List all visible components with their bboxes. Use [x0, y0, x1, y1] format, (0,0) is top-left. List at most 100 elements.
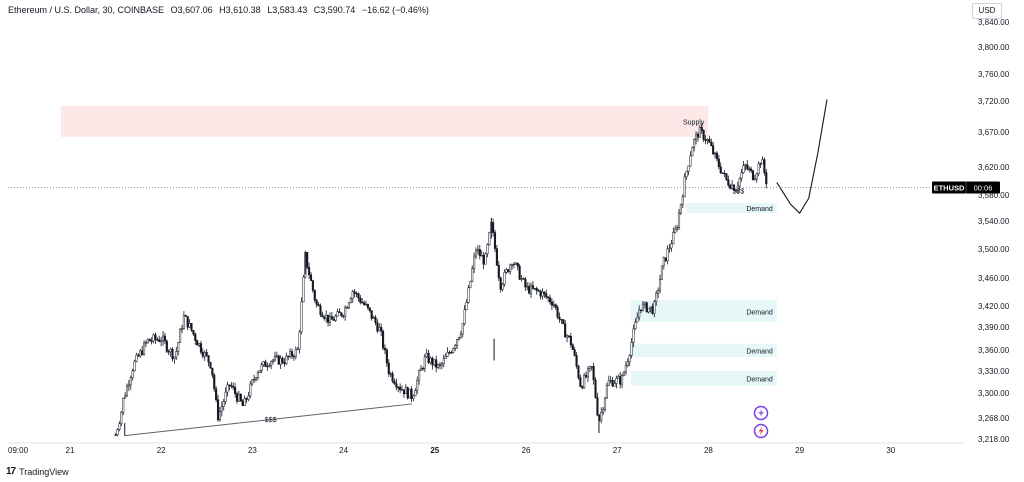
- candle-body: [689, 155, 692, 167]
- candle-body: [649, 306, 652, 309]
- candle-body: [668, 247, 671, 250]
- candle-body: [281, 357, 284, 363]
- x-tick-label: 23: [248, 446, 257, 455]
- candle-body: [141, 350, 144, 355]
- y-tick-label: 3,670.00: [978, 128, 1010, 137]
- zones-layer: Supply Demand Demand Demand Demand: [60, 105, 777, 386]
- candle-body: [590, 366, 593, 368]
- candle-body: [736, 185, 739, 191]
- candle-body: [397, 386, 400, 389]
- candle-body: [198, 343, 201, 346]
- candle-body: [247, 395, 250, 400]
- candle-body: [456, 339, 459, 346]
- plus-circle-icon[interactable]: [753, 405, 769, 421]
- candle-body: [541, 291, 544, 297]
- candle-body: [493, 232, 497, 249]
- tradingview-logo[interactable]: 17 TradingView: [6, 466, 69, 477]
- candle-body: [655, 292, 658, 302]
- candle-body: [586, 368, 589, 378]
- candle-body: [537, 290, 540, 292]
- currency-button[interactable]: USD: [972, 3, 1002, 19]
- candle-body: [133, 360, 136, 372]
- candle-body: [416, 379, 419, 391]
- open-value: O3,607.06: [170, 5, 213, 15]
- candle-body: [666, 248, 669, 262]
- candle-body: [700, 126, 703, 131]
- y-tick-label: 3,420.00: [978, 302, 1010, 311]
- candle-body: [380, 326, 383, 332]
- candle-body: [368, 307, 371, 311]
- candle-body: [569, 336, 572, 346]
- candle-body: [647, 307, 650, 313]
- candle-body: [727, 179, 730, 186]
- candle-body: [184, 315, 187, 317]
- symbol-title[interactable]: Ethereum / U.S. Dollar, 30, COINBASE: [8, 5, 165, 15]
- x-tick-label: 27: [613, 446, 622, 455]
- candle-body: [215, 388, 218, 401]
- candle-body: [148, 338, 151, 342]
- candle-body: [611, 380, 614, 387]
- y-tick-label: 3,218.00: [978, 435, 1010, 444]
- candle-body: [528, 285, 531, 294]
- candle-body: [160, 340, 163, 343]
- liquidity-trendline[interactable]: [124, 403, 413, 437]
- candle-body: [372, 317, 375, 319]
- candles-layer: [114, 123, 768, 437]
- candle-body: [706, 139, 709, 141]
- candle-body: [461, 323, 464, 335]
- change-value: −16.62 (−0.46%): [361, 5, 429, 15]
- candle-body: [529, 285, 533, 294]
- candle-body: [196, 340, 199, 346]
- candle-body: [222, 401, 225, 407]
- candle-body: [427, 352, 430, 363]
- candle-body: [308, 267, 311, 276]
- candle-body: [199, 343, 203, 353]
- candle-body: [471, 268, 474, 282]
- candle-body: [438, 364, 442, 366]
- candle-body: [414, 390, 417, 397]
- candle-body: [315, 299, 318, 305]
- y-tick-label: 3,500.00: [978, 245, 1010, 254]
- candle-body: [662, 257, 665, 267]
- candle-body: [437, 364, 440, 368]
- projection-layer: [776, 99, 828, 214]
- candle-body: [262, 361, 265, 366]
- candle-body: [289, 351, 292, 357]
- candle-body: [152, 334, 155, 342]
- candle-body: [516, 262, 519, 267]
- candle-body: [452, 348, 455, 353]
- candle-body: [351, 291, 354, 300]
- candle-body: [154, 334, 157, 340]
- candle-body: [277, 355, 280, 365]
- candle-body: [336, 311, 339, 317]
- lightning-icon[interactable]: [753, 423, 769, 439]
- candle-body: [376, 322, 379, 332]
- candle-body: [505, 269, 508, 273]
- candle-body: [638, 309, 641, 318]
- candle-body: [361, 302, 364, 304]
- candle-body: [410, 388, 413, 399]
- candle-body: [581, 386, 584, 389]
- candle-body: [296, 348, 299, 351]
- candle-body: [535, 288, 538, 291]
- candle-body: [234, 387, 237, 394]
- candle-body: [211, 367, 214, 376]
- lightning-glyph: [758, 426, 764, 436]
- candle-body: [499, 277, 502, 290]
- candle-body: [190, 323, 193, 331]
- candle-body: [658, 279, 662, 291]
- candle-body: [469, 280, 472, 288]
- candle-body: [484, 253, 487, 265]
- liquidity-label: $$$: [265, 417, 277, 424]
- candle-body: [672, 232, 675, 245]
- projection-path[interactable]: [776, 99, 828, 214]
- candle-body: [577, 365, 580, 379]
- candle-body: [613, 383, 616, 387]
- candle-body: [241, 400, 244, 407]
- candle-body: [602, 408, 605, 413]
- candle-body: [266, 365, 269, 368]
- candle-body: [539, 290, 542, 297]
- candle-body: [486, 244, 489, 255]
- candle-body: [657, 290, 660, 294]
